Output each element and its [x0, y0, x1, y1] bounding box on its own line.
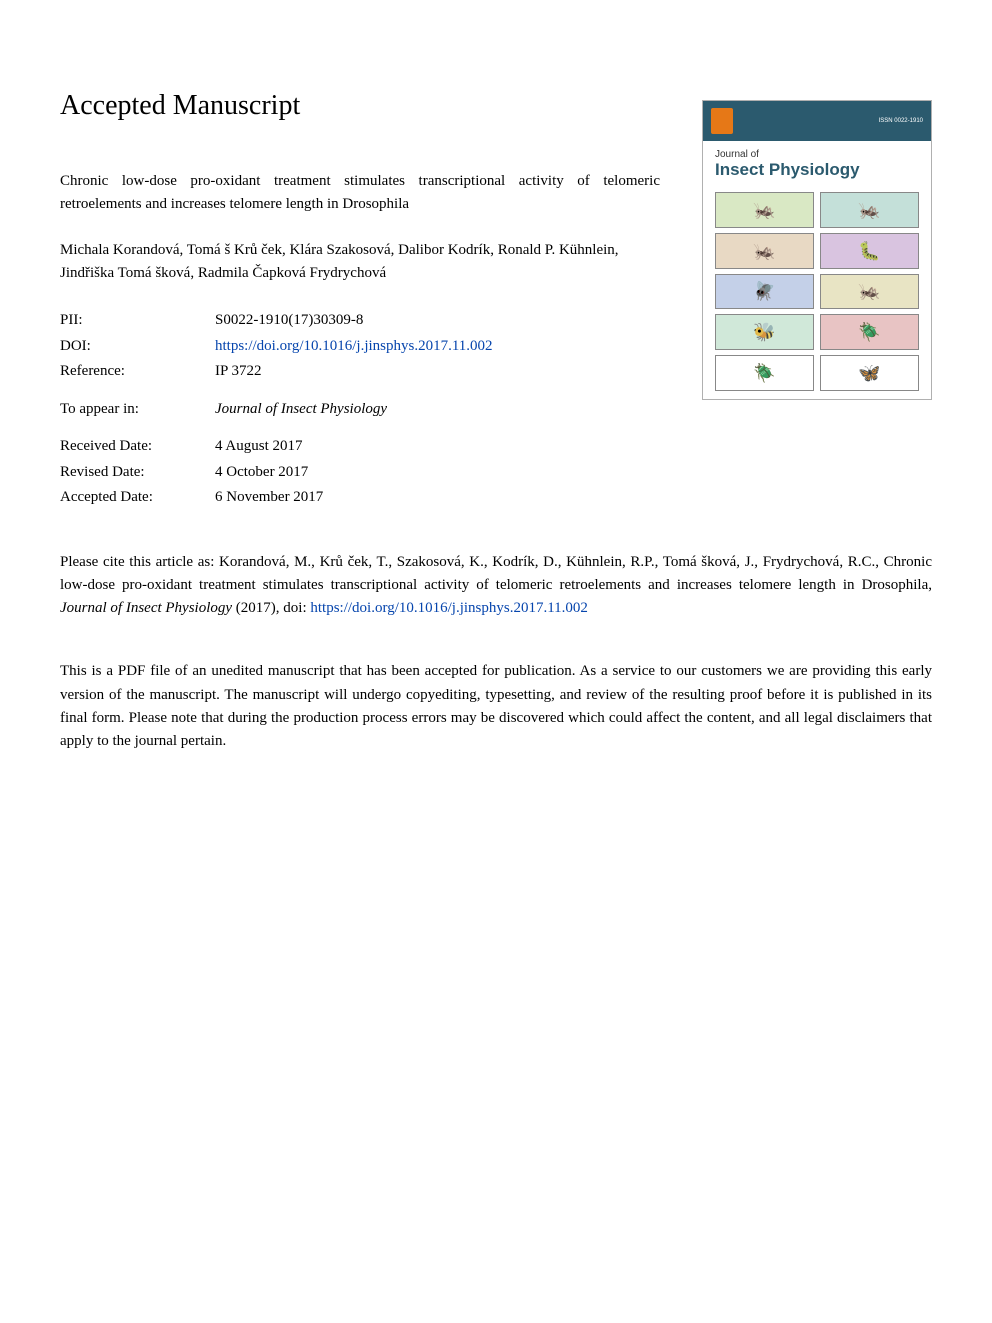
citation-year: (2017), doi:	[232, 600, 310, 616]
reference-row: Reference: IP 3722	[60, 359, 493, 385]
cover-swatch: 🦗	[820, 192, 919, 228]
insect-icon: 🐛	[858, 242, 880, 260]
cover-swatch: 🦗	[820, 274, 919, 310]
pii-label: PII:	[60, 308, 215, 334]
cover-swatch: 🦋	[820, 355, 919, 391]
reference-value: IP 3722	[215, 359, 493, 385]
article-authors: Michala Korandová, Tomá š Krů ček, Klára…	[60, 239, 660, 284]
insect-icon: 🦋	[858, 364, 880, 382]
revised-row: Revised Date: 4 October 2017	[60, 460, 493, 486]
accepted-row: Accepted Date: 6 November 2017	[60, 485, 493, 511]
pii-value: S0022-1910(17)30309-8	[215, 308, 493, 334]
journal-cover: ISSN 0022-1910 Journal of Insect Physiol…	[702, 100, 932, 400]
cover-banner: ISSN 0022-1910	[703, 101, 931, 141]
received-label: Received Date:	[60, 434, 215, 460]
revised-value: 4 October 2017	[215, 460, 493, 486]
insect-icon: 🐝	[753, 323, 775, 341]
cover-journal-of: Journal of	[715, 149, 919, 160]
citation-journal: Journal of Insect Physiology	[60, 600, 232, 616]
cover-swatch: 🐝	[715, 314, 814, 350]
insect-icon: 🪲	[753, 364, 775, 382]
page-heading: Accepted Manuscript	[60, 90, 660, 122]
cover-swatch-row: 🪲🦋	[715, 355, 919, 391]
doi-link[interactable]: https://doi.org/10.1016/j.jinsphys.2017.…	[215, 338, 493, 354]
insect-icon: 🦗	[858, 201, 880, 219]
citation-text: Please cite this article as: Korandová, …	[60, 554, 932, 593]
cover-swatch: 🪰	[715, 274, 814, 310]
accepted-value: 6 November 2017	[215, 485, 493, 511]
insect-icon: 🪰	[753, 282, 775, 300]
citation-doi-link[interactable]: https://doi.org/10.1016/j.jinsphys.2017.…	[310, 600, 588, 616]
received-value: 4 August 2017	[215, 434, 493, 460]
disclaimer-block: This is a PDF file of an unedited manusc…	[60, 620, 932, 753]
pii-row: PII: S0022-1910(17)30309-8	[60, 308, 493, 334]
received-row: Received Date: 4 August 2017	[60, 434, 493, 460]
main-column: Accepted Manuscript Chronic low-dose pro…	[60, 90, 660, 511]
doi-row: DOI: https://doi.org/10.1016/j.jinsphys.…	[60, 334, 493, 360]
cover-swatch: 🦗	[715, 233, 814, 269]
insect-icon: 🦗	[753, 242, 775, 260]
cover-swatch: 🪲	[715, 355, 814, 391]
cover-swatch-row: 🐝🪲	[715, 314, 919, 350]
cover-issn: ISSN 0022-1910	[879, 118, 923, 124]
appear-label: To appear in:	[60, 397, 215, 423]
cover-swatch: 🐛	[820, 233, 919, 269]
article-title: Chronic low-dose pro-oxidant treatment s…	[60, 170, 660, 215]
cover-swatch: 🪲	[820, 314, 919, 350]
accepted-label: Accepted Date:	[60, 485, 215, 511]
insect-icon: 🪲	[858, 323, 880, 341]
appear-row: To appear in: Journal of Insect Physiolo…	[60, 397, 493, 423]
cover-journal-name: Insect Physiology	[715, 160, 919, 180]
reference-label: Reference:	[60, 359, 215, 385]
metadata-table: PII: S0022-1910(17)30309-8 DOI: https://…	[60, 308, 493, 511]
elsevier-logo-icon	[711, 108, 733, 134]
cover-swatch: 🦗	[715, 192, 814, 228]
cover-swatch-row: 🪰🦗	[715, 274, 919, 310]
cover-swatch-row: 🦗🦗	[715, 192, 919, 228]
doi-label: DOI:	[60, 334, 215, 360]
citation-block: Please cite this article as: Korandová, …	[60, 511, 932, 621]
cover-column: ISSN 0022-1910 Journal of Insect Physiol…	[702, 100, 932, 400]
revised-label: Revised Date:	[60, 460, 215, 486]
insect-icon: 🦗	[753, 201, 775, 219]
cover-swatch-grid: 🦗🦗🦗🐛🪰🦗🐝🪲🪲🦋	[703, 184, 931, 399]
insect-icon: 🦗	[858, 282, 880, 300]
appear-value: Journal of Insect Physiology	[215, 397, 493, 423]
cover-swatch-row: 🦗🐛	[715, 233, 919, 269]
cover-title-area: Journal of Insect Physiology	[703, 141, 931, 184]
